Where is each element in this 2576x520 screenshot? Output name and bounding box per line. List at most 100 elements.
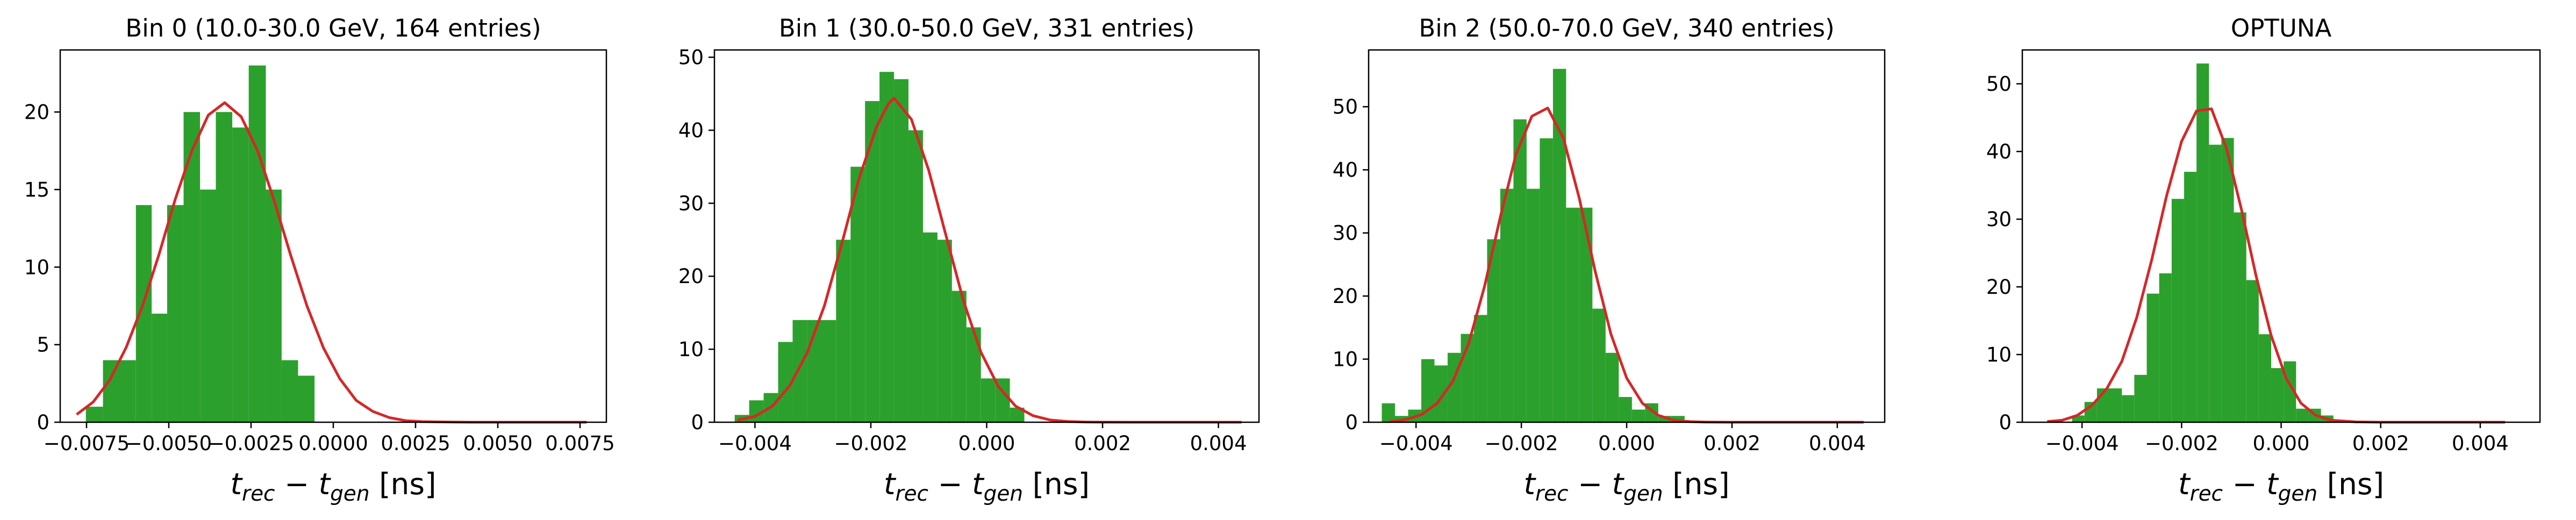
histogram-bar: [1552, 69, 1566, 423]
y-tick-label: 30: [1986, 208, 2012, 231]
panel-title: OPTUNA: [2231, 14, 2332, 42]
x-axis-label: trec − tgen [ns]: [2178, 467, 2384, 506]
histogram-bar: [792, 320, 807, 422]
x-axis-label-part: rec: [1535, 482, 1568, 506]
histogram-bar: [981, 378, 996, 422]
y-tick-label: 0: [1345, 411, 1358, 434]
x-axis-label-part: − t: [2223, 467, 2279, 501]
x-axis-label-part: t: [2178, 467, 2191, 501]
panel-title: Bin 2 (50.0-70.0 GeV, 340 entries): [1419, 14, 1834, 42]
x-axis-label-part: − t: [275, 467, 332, 501]
x-axis-label-part: [ns]: [1023, 467, 1090, 501]
x-tick-label: 0.000: [958, 432, 1015, 455]
histogram-bar: [2258, 334, 2271, 422]
y-tick-label: 50: [1986, 73, 2012, 96]
x-axis-label-part: rec: [896, 482, 928, 506]
histogram-bar: [1434, 365, 1448, 422]
x-axis-label-part: rec: [2190, 482, 2223, 506]
panel-0: −0.0075−0.0050−0.0025 0.0000 0.0025 0.0050 0…: [24, 14, 615, 506]
histogram-bar: [1382, 403, 1395, 422]
x-axis-label: trec − tgen [ns]: [1523, 467, 1729, 506]
x-tick-label: 0.0025: [381, 432, 450, 455]
x-tick-label: 0.0075: [545, 432, 614, 455]
y-tick-label: 30: [1333, 222, 1358, 245]
histogram-bar: [2184, 171, 2197, 422]
x-tick-label: −0.0050: [126, 432, 212, 455]
x-tick-label: −0.002: [834, 432, 907, 455]
y-tick-label: 20: [1986, 276, 2012, 299]
histogram-bar: [2209, 145, 2222, 422]
x-axis-label-part: t: [230, 467, 243, 501]
y-tick-label: 10: [1986, 343, 2012, 366]
histogram-bar: [1473, 315, 1487, 422]
histogram-bar: [281, 360, 298, 422]
x-axis-label-part: gen: [1623, 482, 1663, 506]
x-tick-label: 0.0050: [463, 432, 532, 455]
histogram-bar: [2134, 374, 2147, 422]
histogram-bar: [216, 112, 233, 422]
histogram-bar: [248, 65, 266, 423]
panel-1: −0.004 −0.002 0.000 0.002 0.004 0 10 20 30 40 50 Bi…: [678, 14, 1260, 506]
y-tick-label: 40: [1986, 140, 2012, 163]
histogram-bar: [1605, 352, 1619, 422]
y-tick-label: 20: [24, 101, 49, 124]
y-tick-label: 5: [37, 334, 49, 357]
histogram-bar: [2296, 408, 2309, 422]
histogram-bar: [298, 375, 315, 423]
histogram-bar: [183, 112, 201, 422]
x-axis-label-part: gen: [984, 482, 1023, 506]
y-tick-label: 10: [24, 256, 49, 279]
x-tick-label: −0.0075: [44, 432, 130, 455]
x-axis-label-part: rec: [242, 482, 275, 506]
y-tick-label: 0: [1999, 411, 2012, 434]
y-tick-label: 0: [691, 411, 704, 434]
histogram-bar: [103, 360, 136, 422]
x-axis-label-part: − t: [928, 467, 985, 501]
x-tick-label: −0.002: [2145, 432, 2219, 455]
y-tick-label: 10: [678, 338, 704, 361]
x-axis-label-part: gen: [330, 482, 369, 506]
histogram-bar: [200, 189, 216, 423]
panel-2: −0.004 −0.002 0.000 0.002 0.004 0 10 20 30 40 50 Bi…: [1333, 14, 1886, 506]
x-tick-label: 0.004: [1809, 432, 1866, 455]
x-axis-label-part: t: [1523, 467, 1536, 501]
histogram-bar: [922, 232, 938, 422]
histogram-bar: [1592, 308, 1606, 422]
y-tick-label: 20: [1333, 285, 1358, 308]
histogram-bar: [1540, 138, 1553, 422]
y-tick-label: 15: [24, 178, 49, 201]
y-tick-label: 20: [678, 265, 704, 288]
y-tick-label: 30: [678, 192, 704, 215]
histogram-bar: [850, 167, 865, 422]
histogram-bar: [2246, 280, 2259, 422]
x-tick-label: 0.002: [1074, 432, 1131, 455]
panel-3: −0.004 −0.002 0.000 0.002 0.004 0 10 20 30 40 50 OP…: [1986, 14, 2541, 506]
histogram-bar: [85, 407, 103, 423]
histogram-bar: [865, 101, 880, 422]
x-tick-label: 0.004: [2452, 432, 2509, 455]
y-tick-label: 0: [37, 411, 49, 434]
histogram-bar: [232, 127, 249, 423]
histogram-bar: [2221, 138, 2234, 422]
x-tick-label: −0.0025: [208, 432, 294, 455]
x-tick-label: −0.004: [718, 432, 792, 455]
histogram-bar: [807, 320, 836, 422]
histogram-bar: [894, 79, 909, 423]
histogram-bar: [167, 205, 184, 422]
y-tick-label: 40: [1333, 158, 1358, 182]
x-tick-label: −0.004: [2045, 432, 2119, 455]
histogram-bar: [1632, 409, 1645, 422]
histogram-bar: [836, 240, 851, 422]
x-axis-label-part: t: [884, 467, 897, 501]
x-tick-label: 0.004: [1190, 432, 1247, 455]
y-tick-label: 40: [678, 119, 704, 142]
histogram-bar: [1526, 189, 1540, 422]
x-tick-label: 0.000: [2253, 432, 2310, 455]
histogram-bar: [951, 291, 967, 422]
x-tick-label: −0.002: [1485, 432, 1558, 455]
histogram-bar: [2271, 368, 2284, 422]
histogram-bar: [2196, 63, 2209, 422]
histogram-bar: [266, 189, 282, 423]
panel-title: Bin 0 (10.0-30.0 GeV, 164 entries): [125, 14, 541, 42]
